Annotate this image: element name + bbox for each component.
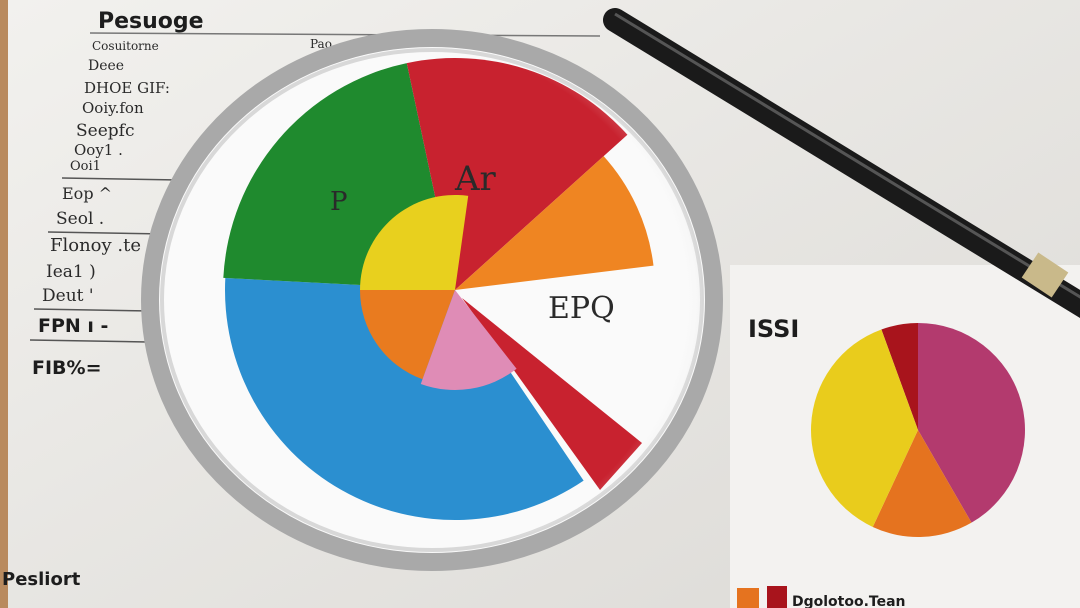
slice-orange [872,430,972,537]
sheet-row-label: Ooiy.fon [82,99,144,117]
sheet-row-label: Iea1 ) [46,262,96,282]
slice-dark-red [881,323,918,430]
row-divider [47,231,167,235]
sheet-row-label: Ooy1 . [74,141,123,159]
sheet-row-label: DHOE GIF: [84,79,170,97]
pie-label-red: Ar [454,159,497,199]
divider [89,32,601,37]
small-pie-chart [810,323,1025,537]
sheet-footer: Pesliort [2,569,81,590]
sheet-row-label: Ooi1 [70,159,101,174]
legend-swatch-red [767,586,787,608]
sheet-row-label: FPN ı - [38,315,108,337]
legend-text: Dgolotoo.Tean [792,594,906,608]
slice-yellow [810,329,918,527]
slice-magenta [918,323,1025,523]
row-divider [33,308,153,312]
sheet-row-label: Eop ^ [62,184,112,203]
legend-swatch-orange [737,588,759,608]
sheet-row-label: Seepfc [76,121,134,141]
sheet-heading: Pesuoge [98,9,204,34]
pen [603,8,1080,318]
sheet-row-label: Flonoy .te [50,235,141,256]
row-divider [61,177,181,181]
sheet-row-label: Deee [88,58,124,74]
pie-label-green: P [330,187,348,217]
sheet-row-label: Cosuitorne [92,39,159,53]
row-divider [29,339,149,343]
pie-label-white: EPQ [548,291,615,326]
sheet-row-label: Seol . [56,209,104,229]
card-label: ISSI [748,315,799,343]
sheet-row-label: FIB%= [32,357,102,379]
sheet-row-label: Deut ' [42,286,94,306]
